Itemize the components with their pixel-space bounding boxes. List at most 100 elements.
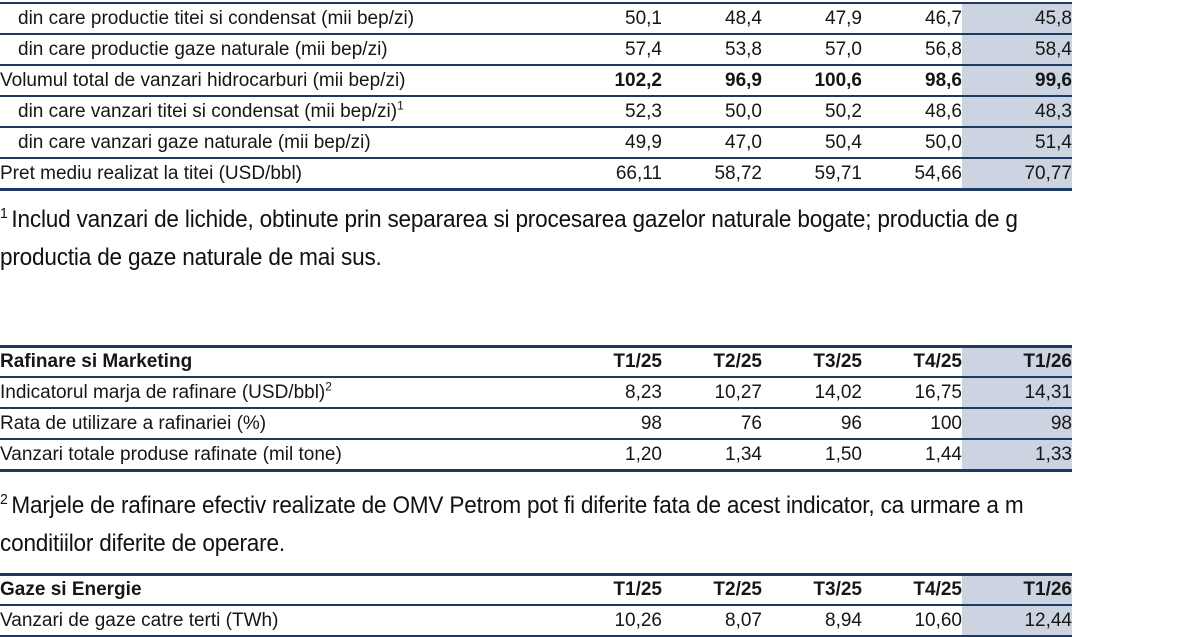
cell-highlighted: 51,4 [962, 127, 1072, 159]
footnote-marker: 1 [397, 98, 404, 113]
cell: 66,11 [562, 158, 662, 191]
cell: 48,4 [662, 3, 762, 35]
cell: 100,6 [762, 65, 862, 97]
row-label: Volumul total de vanzari hidrocarburi (m… [0, 65, 562, 97]
cell: 48,6 [862, 96, 962, 128]
row-label-text: din care productie gaze naturale (mii be… [18, 38, 388, 60]
cell-highlighted: 14,31 [962, 377, 1072, 409]
cell-highlighted: 45,8 [962, 3, 1072, 35]
cell: 50,0 [662, 96, 762, 128]
cell: 10,60 [862, 605, 962, 637]
row-label-text: Vanzari de gaze catre terti (TWh) [0, 609, 279, 631]
footnote-2: 2 Marjele de rafinare efectiv realizate d… [0, 487, 1089, 563]
cell-highlighted: 98 [962, 408, 1072, 440]
cell: 46,7 [862, 3, 962, 35]
cell-highlighted: 1,33 [962, 439, 1072, 472]
column-header: T1/25 [562, 574, 662, 606]
row-label: din care vanzari gaze naturale (mii bep/… [0, 127, 562, 159]
footnote-text: Marjele de rafinare efectiv realizate de… [11, 492, 1024, 519]
gas-table: Gaze si Energie T1/25 T2/25 T3/25 T4/25 … [0, 573, 1072, 637]
cell: 50,4 [762, 127, 862, 159]
row-label-text: Rata de utilizare a rafinariei (%) [0, 412, 267, 434]
cell: 100 [862, 408, 962, 440]
cell: 58,72 [662, 158, 762, 191]
cell: 1,50 [762, 439, 862, 472]
column-header: T3/25 [762, 346, 862, 378]
table-row: din care productie titei si condensat (m… [0, 3, 1072, 35]
cell: 102,2 [562, 65, 662, 97]
column-header: T3/25 [762, 574, 862, 606]
footnote-1: 1 Includ vanzari de lichide, obtinute pri… [0, 201, 1083, 277]
column-header: T2/25 [662, 346, 762, 378]
table-title: Gaze si Energie [0, 574, 562, 606]
table-header-row: Rafinare si Marketing T1/25 T2/25 T3/25 … [0, 346, 1072, 378]
row-label: din care productie gaze naturale (mii be… [0, 34, 562, 66]
column-header: T4/25 [862, 346, 962, 378]
row-label-text: din care vanzari gaze naturale (mii bep/… [18, 131, 371, 153]
cell: 57,4 [562, 34, 662, 66]
footnote-text: Includ vanzari de lichide, obtinute prin… [11, 206, 1018, 233]
upstream-table-section: din care productie titei si condensat (m… [0, 2, 1072, 191]
cell: 14,02 [762, 377, 862, 409]
table-row: Indicatorul marja de rafinare (USD/bbl)2… [0, 377, 1072, 409]
footnote-marker: 1 [0, 205, 8, 222]
row-label-text: din care vanzari titei si condensat (mii… [18, 100, 398, 122]
table-header-row: Gaze si Energie T1/25 T2/25 T3/25 T4/25 … [0, 574, 1072, 606]
cell-highlighted: 99,6 [962, 65, 1072, 97]
row-label-text: din care productie titei si condensat (m… [18, 7, 415, 29]
cell: 59,71 [762, 158, 862, 191]
cell: 10,26 [562, 605, 662, 637]
cell: 52,3 [562, 96, 662, 128]
cell: 98 [562, 408, 662, 440]
cell: 50,0 [862, 127, 962, 159]
cell: 76 [662, 408, 762, 440]
table-row: din care vanzari titei si condensat (mii… [0, 96, 1072, 128]
table-row: din care vanzari gaze naturale (mii bep/… [0, 127, 1072, 159]
refining-table: Rafinare si Marketing T1/25 T2/25 T3/25 … [0, 345, 1072, 472]
row-label: Rata de utilizare a rafinariei (%) [0, 408, 562, 440]
table-row: Rata de utilizare a rafinariei (%) 98 76… [0, 408, 1072, 440]
cell: 1,20 [562, 439, 662, 472]
cell: 1,34 [662, 439, 762, 472]
cell-highlighted: 58,4 [962, 34, 1072, 66]
row-label-text: Volumul total de vanzari hidrocarburi (m… [0, 69, 406, 91]
cell: 49,9 [562, 127, 662, 159]
column-header-highlighted: T1/26 [962, 346, 1072, 378]
cell: 98,6 [862, 65, 962, 97]
table-title: Rafinare si Marketing [0, 346, 562, 378]
column-header: T2/25 [662, 574, 762, 606]
row-label-text: Indicatorul marja de rafinare (USD/bbl) [0, 381, 326, 403]
row-label: din care vanzari titei si condensat (mii… [0, 96, 562, 128]
cell: 57,0 [762, 34, 862, 66]
row-label: Vanzari de gaze catre terti (TWh) [0, 605, 562, 637]
footnote-marker: 2 [325, 379, 332, 394]
column-header: T1/25 [562, 346, 662, 378]
cell: 47,0 [662, 127, 762, 159]
footnote-2-line-1: 2 Marjele de rafinare efectiv realizate d… [0, 487, 1024, 525]
cell: 96 [762, 408, 862, 440]
column-header: T4/25 [862, 574, 962, 606]
cell: 56,8 [862, 34, 962, 66]
row-label: Pret mediu realizat la titei (USD/bbl) [0, 158, 562, 191]
table-row: Pret mediu realizat la titei (USD/bbl) 6… [0, 158, 1072, 191]
cell: 10,27 [662, 377, 762, 409]
row-label: Indicatorul marja de rafinare (USD/bbl)2 [0, 377, 562, 409]
cell: 50,2 [762, 96, 862, 128]
upstream-table: din care productie titei si condensat (m… [0, 2, 1072, 191]
cell: 53,8 [662, 34, 762, 66]
cell-highlighted: 48,3 [962, 96, 1072, 128]
column-header-highlighted: T1/26 [962, 574, 1072, 606]
cell: 8,07 [662, 605, 762, 637]
cell: 8,23 [562, 377, 662, 409]
table-row: Vanzari totale produse rafinate (mil ton… [0, 439, 1072, 472]
footnote-1-line-1: 1 Includ vanzari de lichide, obtinute pri… [0, 201, 1018, 239]
cell: 54,66 [862, 158, 962, 191]
cell: 50,1 [562, 3, 662, 35]
row-label: din care productie titei si condensat (m… [0, 3, 562, 35]
gas-table-section: Gaze si Energie T1/25 T2/25 T3/25 T4/25 … [0, 573, 1072, 637]
row-label: Vanzari totale produse rafinate (mil ton… [0, 439, 562, 472]
cell-highlighted: 70,77 [962, 158, 1072, 191]
footnote-marker: 2 [0, 491, 8, 508]
cell: 8,94 [762, 605, 862, 637]
